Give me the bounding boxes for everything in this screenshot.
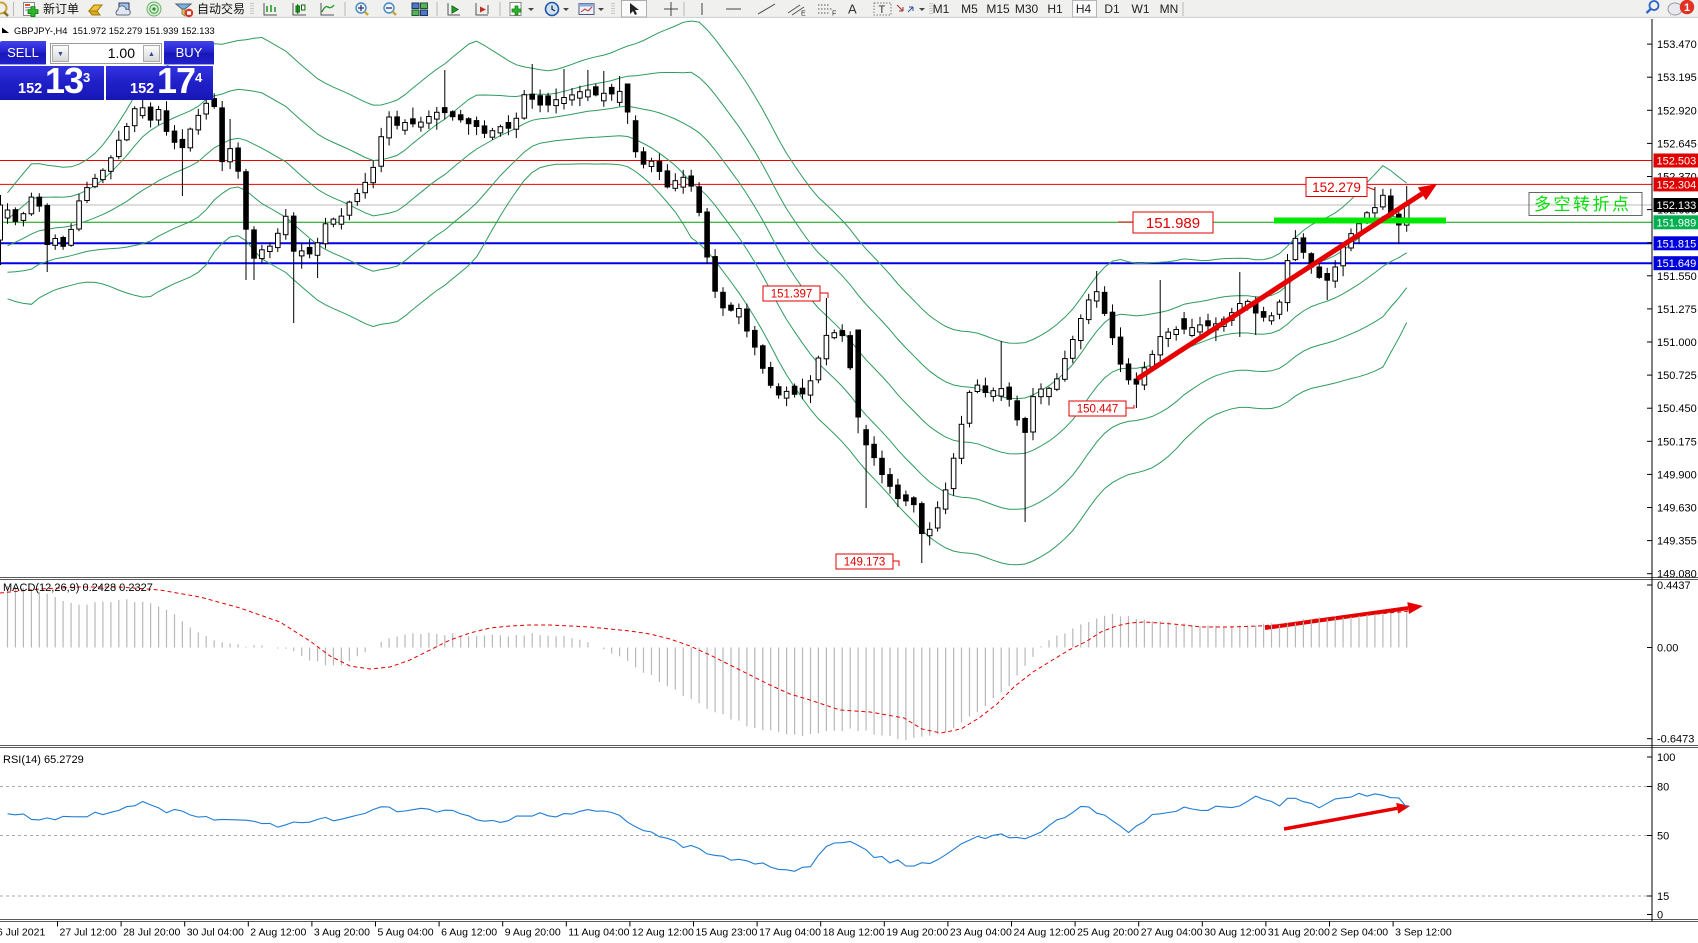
svg-text:A: A — [848, 2, 857, 17]
svg-text:M15: M15 — [986, 2, 1010, 16]
svg-text:25 Aug 20:00: 25 Aug 20:00 — [1077, 927, 1139, 939]
svg-text:1: 1 — [1684, 2, 1690, 14]
svg-text:F: F — [832, 11, 836, 18]
svg-text:15: 15 — [1657, 891, 1669, 903]
svg-text:30 Aug 12:00: 30 Aug 12:00 — [1204, 927, 1266, 939]
svg-text:151.397: 151.397 — [771, 289, 813, 301]
svg-text:MACD(12,26,9) 0.2428 0.2327: MACD(12,26,9) 0.2428 0.2327 — [3, 582, 153, 594]
svg-text:149.080: 149.080 — [1657, 569, 1697, 581]
svg-text:3 Sep 12:00: 3 Sep 12:00 — [1395, 927, 1452, 939]
svg-text:50: 50 — [1657, 831, 1669, 843]
svg-text:153.470: 153.470 — [1657, 39, 1697, 51]
svg-text:26 Jul 2021: 26 Jul 2021 — [0, 927, 45, 939]
svg-text:W1: W1 — [1132, 2, 1150, 16]
svg-text:19 Aug 20:00: 19 Aug 20:00 — [886, 927, 948, 939]
svg-text:2 Sep 04:00: 2 Sep 04:00 — [1332, 927, 1389, 939]
svg-text:17 Aug 04:00: 17 Aug 04:00 — [759, 927, 821, 939]
svg-text:152.304: 152.304 — [1657, 179, 1697, 191]
svg-text:多空转折点: 多空转折点 — [1534, 195, 1632, 214]
svg-text:150.447: 150.447 — [1077, 404, 1119, 416]
svg-text:T: T — [879, 4, 886, 16]
svg-text:31 Aug 20:00: 31 Aug 20:00 — [1268, 927, 1330, 939]
svg-text:-0.6473: -0.6473 — [1657, 734, 1694, 746]
svg-text:151.550: 151.550 — [1657, 271, 1697, 283]
svg-text:149.900: 149.900 — [1657, 469, 1697, 481]
svg-text:0.4437: 0.4437 — [1657, 580, 1691, 592]
svg-text:152.279: 152.279 — [1312, 180, 1361, 195]
svg-text:RSI(14) 65.2729: RSI(14) 65.2729 — [3, 754, 84, 766]
svg-text:153.195: 153.195 — [1657, 72, 1697, 84]
svg-text:9 Aug 20:00: 9 Aug 20:00 — [505, 927, 561, 939]
svg-text:151.275: 151.275 — [1657, 304, 1697, 316]
svg-text:28 Jul 20:00: 28 Jul 20:00 — [123, 927, 180, 939]
svg-text:0: 0 — [1657, 910, 1663, 922]
svg-text:23 Aug 04:00: 23 Aug 04:00 — [950, 927, 1012, 939]
svg-text:151.989: 151.989 — [1146, 215, 1200, 232]
svg-text:27 Aug 04:00: 27 Aug 04:00 — [1141, 927, 1203, 939]
svg-text:151.989: 151.989 — [1657, 217, 1697, 229]
svg-text:30 Jul 04:00: 30 Jul 04:00 — [187, 927, 244, 939]
svg-text:12 Aug 12:00: 12 Aug 12:00 — [632, 927, 694, 939]
svg-text:149.173: 149.173 — [844, 557, 886, 569]
svg-text:2 Aug 12:00: 2 Aug 12:00 — [250, 927, 306, 939]
svg-text:3 Aug 20:00: 3 Aug 20:00 — [314, 927, 370, 939]
svg-text:150.175: 150.175 — [1657, 436, 1697, 448]
svg-text:GBPJPY-,H4 151.972 152.279 15: GBPJPY-,H4 151.972 152.279 151.939 152.1… — [14, 26, 215, 36]
svg-text:H4: H4 — [1076, 2, 1092, 16]
svg-text:MN: MN — [1160, 2, 1179, 16]
svg-text:152.920: 152.920 — [1657, 105, 1697, 117]
svg-text:149.355: 149.355 — [1657, 536, 1697, 548]
svg-text:152.503: 152.503 — [1657, 156, 1697, 168]
svg-text:M1: M1 — [933, 2, 950, 16]
svg-text:H1: H1 — [1047, 2, 1063, 16]
svg-text:E: E — [801, 11, 806, 18]
svg-text:27 Jul 12:00: 27 Jul 12:00 — [60, 927, 117, 939]
svg-text:151.000: 151.000 — [1657, 337, 1697, 349]
svg-text:15 Aug 23:00: 15 Aug 23:00 — [696, 927, 758, 939]
svg-text:151.649: 151.649 — [1657, 258, 1697, 270]
svg-text:18 Aug 12:00: 18 Aug 12:00 — [823, 927, 885, 939]
svg-text:M30: M30 — [1015, 2, 1039, 16]
svg-text:150.450: 150.450 — [1657, 403, 1697, 415]
svg-text:100: 100 — [1657, 752, 1675, 764]
svg-text:5 Aug 04:00: 5 Aug 04:00 — [378, 927, 434, 939]
svg-text:152.645: 152.645 — [1657, 138, 1697, 150]
svg-text:24 Aug 12:00: 24 Aug 12:00 — [1014, 927, 1076, 939]
svg-text:D1: D1 — [1104, 2, 1120, 16]
svg-text:152.133: 152.133 — [1657, 200, 1697, 212]
svg-text:11 Aug 04:00: 11 Aug 04:00 — [568, 927, 629, 939]
svg-text:80: 80 — [1657, 782, 1669, 794]
svg-text:149.630: 149.630 — [1657, 503, 1697, 515]
svg-text:150.725: 150.725 — [1657, 370, 1697, 382]
svg-text:151.815: 151.815 — [1657, 238, 1697, 250]
svg-text:新订单: 新订单 — [43, 1, 79, 16]
svg-text:0.00: 0.00 — [1657, 643, 1678, 655]
svg-text:M5: M5 — [961, 2, 978, 16]
svg-text:自动交易: 自动交易 — [197, 1, 245, 16]
svg-text:6 Aug 12:00: 6 Aug 12:00 — [441, 927, 497, 939]
